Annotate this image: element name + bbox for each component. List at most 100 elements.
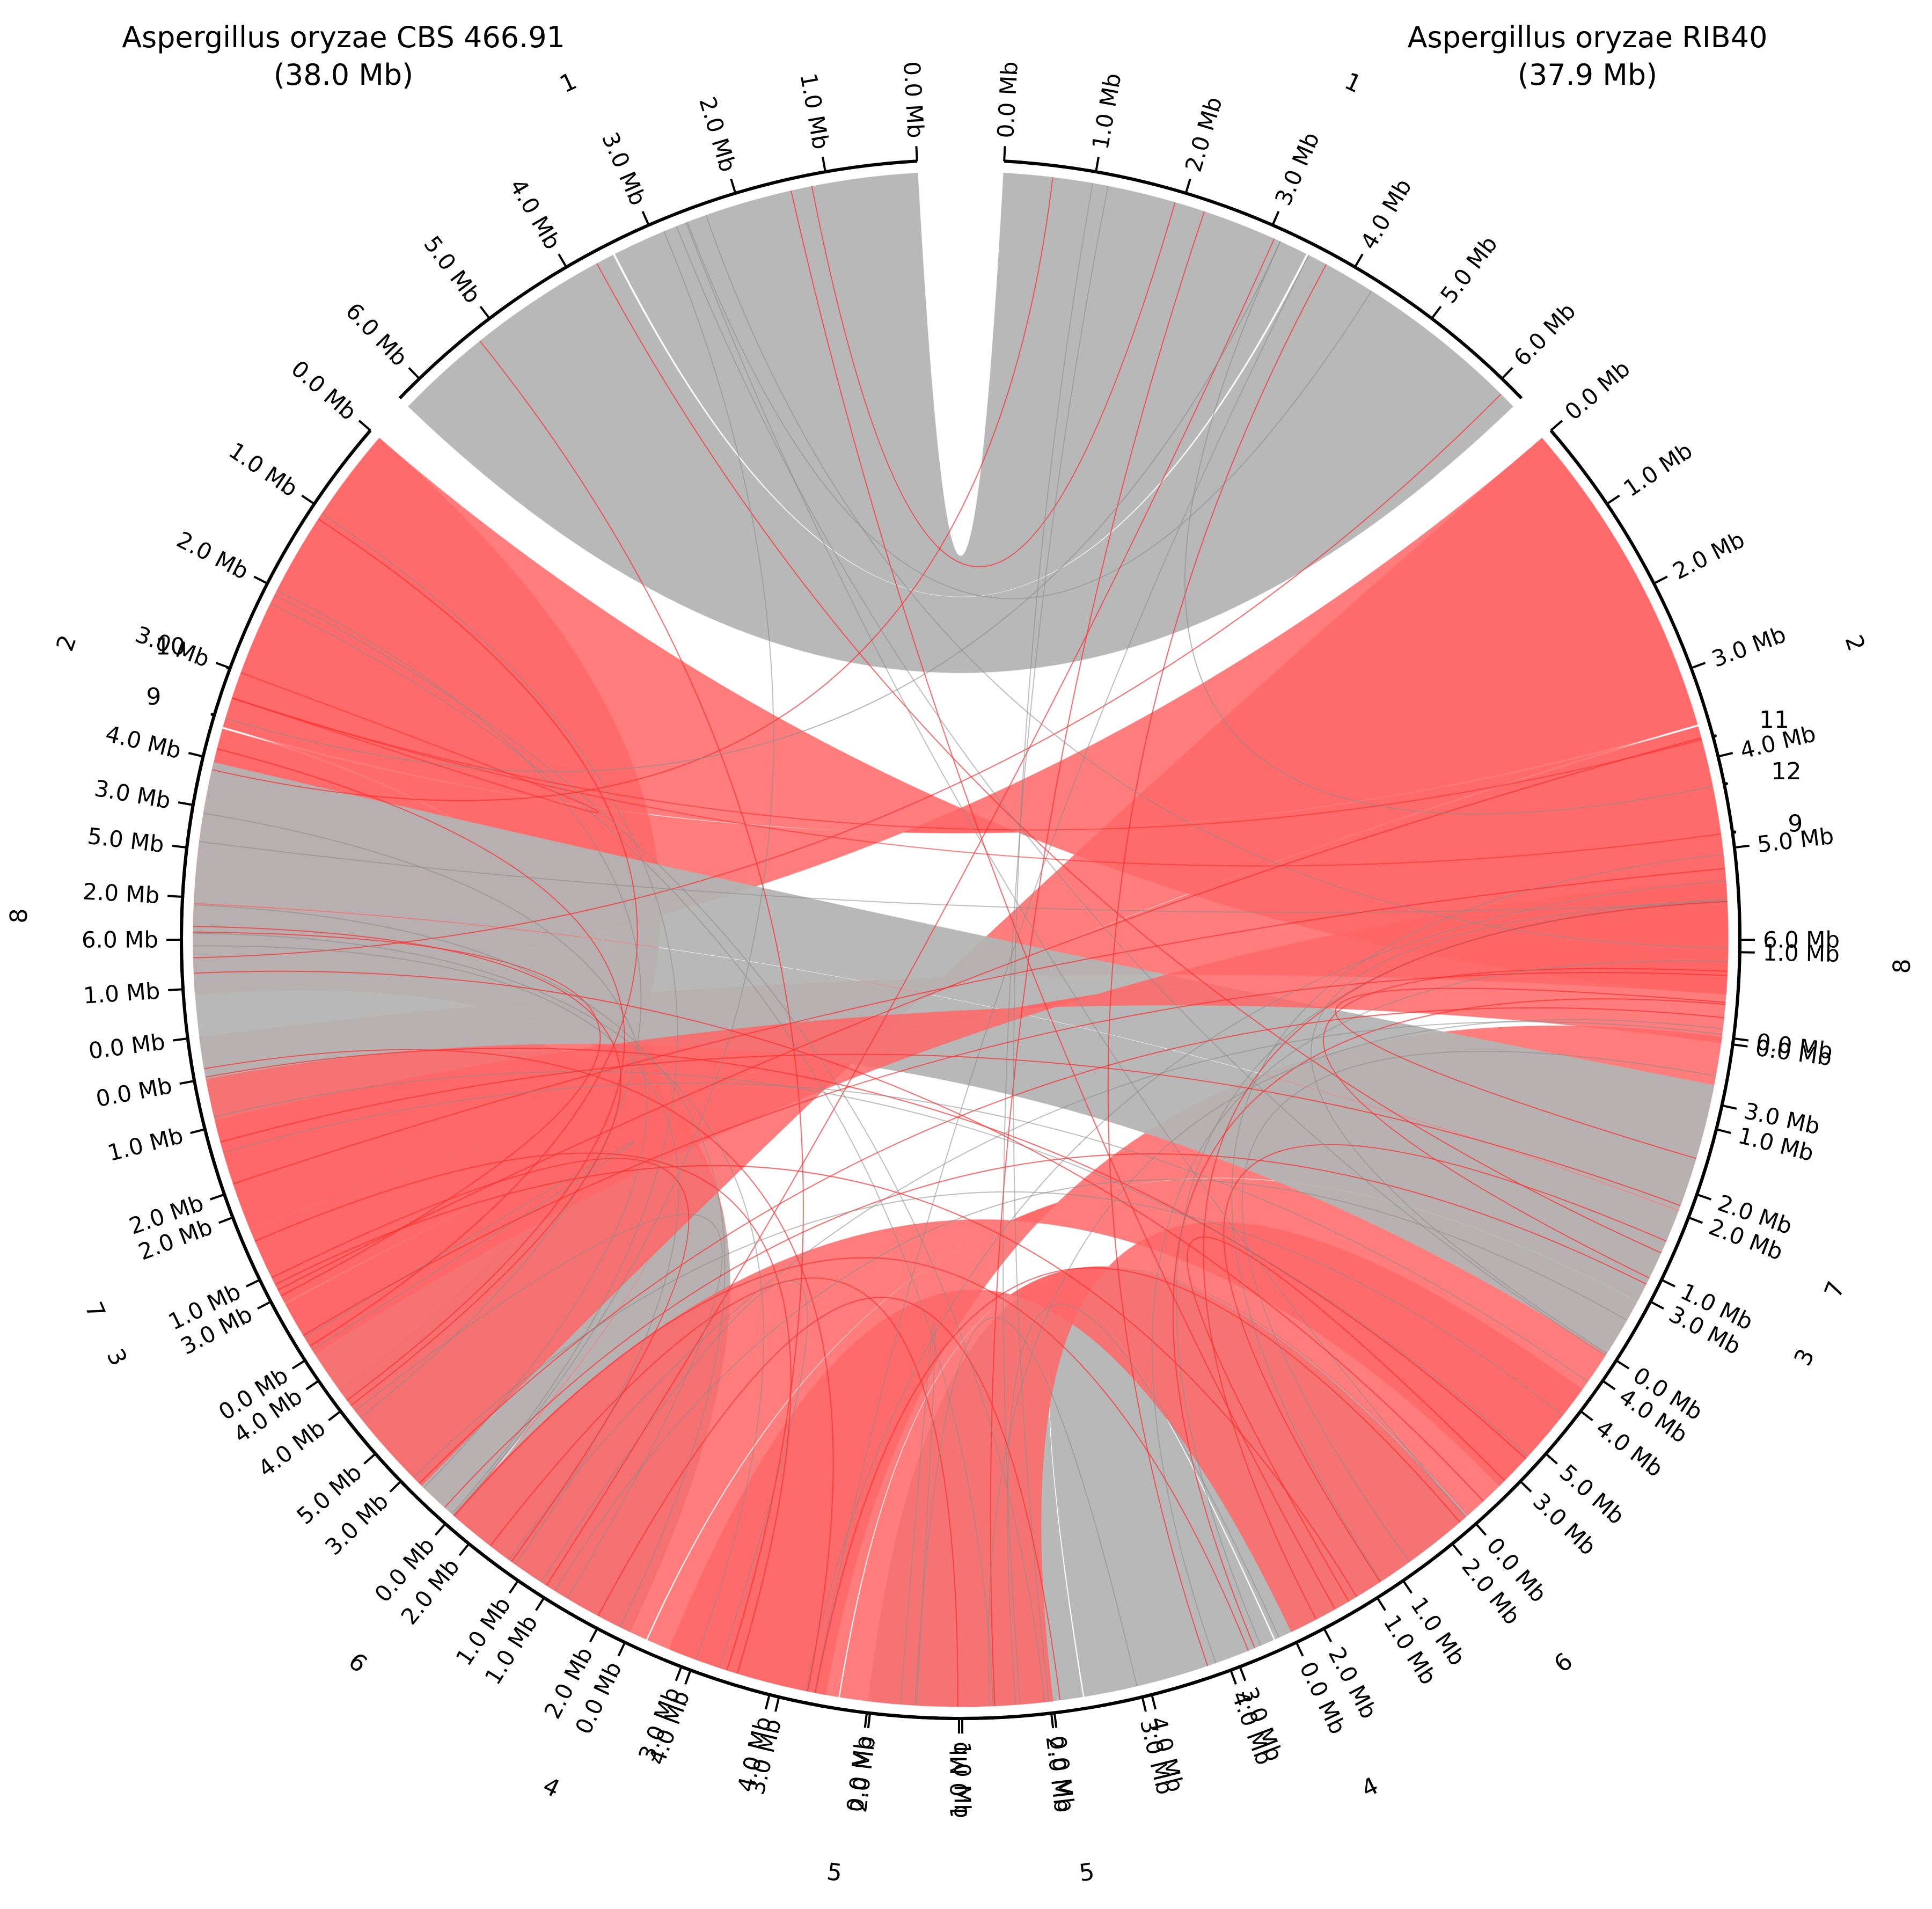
synteny-link-31 (1007, 1304, 1280, 1705)
synteny-link-25 (233, 868, 1725, 1184)
tick-right-2-5 (1734, 844, 1750, 849)
right-genome-size: (37.9 Mb) (1518, 58, 1657, 92)
synteny-link-59 (1203, 901, 1728, 1620)
synteny-link-62 (1013, 183, 1093, 1702)
tick-right-6-2 (458, 1543, 470, 1556)
tick-right-1-4 (1354, 253, 1364, 268)
tick-right-7-2 (209, 1193, 225, 1201)
synteny-link-58 (705, 215, 1728, 948)
tick-label-left-2-5: 5.0 Mb (86, 823, 165, 858)
tick-left-8-0 (1732, 1043, 1748, 1048)
synteny-link-48 (194, 904, 726, 1627)
tick-label-left-1-0: 0.0 Mb (898, 61, 929, 139)
synteny-ribbon-8-7-a (214, 952, 1729, 1231)
tick-left-7-1 (1661, 1278, 1675, 1288)
tick-right-5-2 (867, 1713, 872, 1729)
chr-label-left-11: 11 (1759, 706, 1789, 734)
tick-right-4-3 (1239, 1666, 1247, 1681)
synteny-link-30 (811, 186, 1176, 568)
synteny-link-57 (815, 1267, 1460, 1693)
synteny-link-42 (277, 589, 642, 1418)
tick-left-2-1 (301, 494, 315, 505)
chr-label-right-7: 7 (79, 1298, 111, 1322)
tick-left-4-4 (764, 1694, 771, 1710)
axis-right-chr-1 (1004, 159, 1523, 400)
chr-label-right-9: 9 (146, 683, 161, 711)
tick-label-right-8-0: 0.0 Mb (94, 1072, 174, 1112)
tick-left-3-0 (172, 1037, 188, 1042)
synteny-link-51 (303, 972, 1728, 1336)
tick-label-right-1-0: 0.0 Mb (992, 61, 1023, 139)
left-genome-title: Aspergillus oryzae CBS 466.91 (122, 20, 565, 54)
synteny-link-26 (212, 177, 1053, 801)
synteny-link-40 (274, 595, 1045, 1702)
chr-label-right-2: 2 (1839, 632, 1870, 655)
tick-left-3-4 (305, 1380, 319, 1391)
synteny-link-29 (1241, 1050, 1716, 1562)
synteny-link-65 (453, 1257, 1249, 1651)
chr-label-left-12: 12 (1772, 758, 1802, 785)
synteny-ribbon-1-1-a (614, 172, 1307, 597)
synteny-link-54 (444, 1153, 1646, 1508)
chr-label-right-3: 3 (1789, 1344, 1820, 1370)
synteny-link-5 (193, 945, 679, 1564)
small-chr-link-2 (232, 697, 1702, 831)
small-chr-link-4 (232, 672, 599, 814)
tick-label-right-1-6: 6.0 Mb (1509, 298, 1581, 371)
tick-left-8-1 (1739, 951, 1755, 954)
tick-label-right-1-2: 2.0 Mb (1180, 94, 1227, 175)
chr-label-left-5: 5 (1078, 1858, 1096, 1887)
tick-right-3-2 (1688, 1216, 1703, 1224)
tick-left-4-2 (589, 1628, 598, 1643)
tick-right-1-3 (1271, 210, 1280, 226)
axis-right-chr-4 (1097, 1522, 1477, 1708)
tick-left-5-3 (1141, 1696, 1147, 1712)
synteny-link-18 (596, 263, 1662, 1254)
synteny-link-64 (597, 1297, 1061, 1701)
synteny-link-1 (1107, 264, 1327, 1666)
tick-label-left-1-4: 4.0 Mb (504, 174, 566, 254)
chr-label-right-6: 6 (343, 1648, 372, 1678)
tick-label-right-8-2: 2.0 Mb (82, 878, 160, 909)
synteny-link-41 (1002, 186, 1109, 1705)
tick-right-1-0 (1003, 146, 1006, 162)
synteny-link-61 (413, 1191, 1563, 1478)
synteny-link-10 (554, 1179, 1627, 1591)
tick-left-5-4 (1230, 1670, 1237, 1685)
chr-label-left-8: 8 (1888, 958, 1916, 974)
synteny-link-3 (321, 513, 678, 1515)
synteny-link-37 (254, 1152, 792, 1674)
chr-label-right-5: 5 (825, 1858, 844, 1887)
tick-left-3-3 (257, 1300, 272, 1310)
synteny-link-67 (1311, 898, 1728, 1354)
synteny-link-15 (199, 841, 1728, 913)
tick-right-7-1 (246, 1278, 260, 1288)
scattered-synteny-links (193, 177, 1728, 1707)
tick-right-4-1 (1402, 1580, 1413, 1594)
synteny-link-60 (1335, 988, 1726, 1159)
synteny-link-6 (1187, 1237, 1505, 1602)
tick-right-3-4 (1602, 1380, 1616, 1391)
tick-left-3-1 (190, 1128, 206, 1135)
tick-label-left-8-1: 1.0 Mb (1762, 940, 1840, 967)
tick-right-5-0 (1053, 1713, 1058, 1728)
synteny-link-56 (900, 1321, 936, 1706)
synteny-link-55 (194, 970, 1484, 1502)
synteny-link-20 (193, 931, 601, 1297)
tick-left-7-2 (1696, 1193, 1712, 1201)
synteny-link-22 (309, 518, 638, 1347)
axis-right-chr-5 (664, 1658, 1055, 1720)
chr-label-right-10: 10 (156, 633, 186, 660)
tick-left-1-4 (558, 253, 567, 268)
tick-right-3-0 (1733, 1037, 1749, 1042)
synteny-link-45 (275, 1165, 1357, 1597)
axis-right-chr-2 (1549, 429, 1741, 996)
synteny-ribbon-8-7-b (250, 879, 1729, 1355)
tick-label-right-1-5: 5.0 Mb (1435, 231, 1503, 308)
tick-label-left-2-2: 2.0 Mb (172, 526, 253, 584)
synteny-link-69 (204, 1049, 834, 1692)
tick-right-8-3 (178, 801, 194, 806)
synteny-link-16 (990, 211, 1205, 1706)
tick-right-1-5 (1431, 305, 1442, 319)
chr-label-left-4: 4 (539, 1772, 564, 1803)
